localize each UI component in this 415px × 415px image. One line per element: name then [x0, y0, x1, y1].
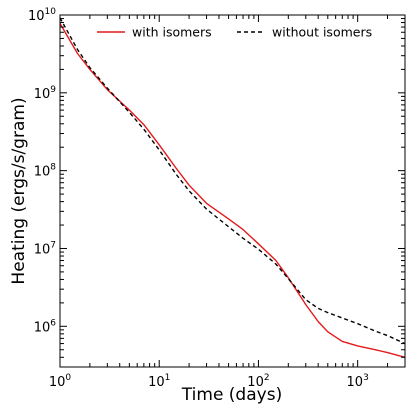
- x-axis-title: Time (days): [181, 385, 282, 405]
- x-tick-label: 100: [49, 373, 72, 390]
- y-tick-label: 106: [34, 318, 57, 335]
- y-tick-label: 109: [34, 85, 57, 102]
- y-tick-label: 108: [34, 163, 57, 180]
- ticks-layer: [59, 14, 406, 368]
- labels-layer: 100 101 102 103 106 107 108 109 1010: [28, 7, 369, 390]
- legend: with isomers without isomers: [97, 25, 372, 40]
- legend-label-with-isomers: with isomers: [132, 25, 212, 40]
- plot-frame: [59, 14, 406, 368]
- y-tick-label: 107: [34, 240, 56, 257]
- lines-layer: [59, 17, 406, 358]
- x-tick-label: 102: [247, 373, 269, 390]
- legend-label-without-isomers: without isomers: [272, 25, 372, 40]
- x-tick-label: 103: [347, 373, 369, 390]
- series-line-without-isomers: [59, 17, 406, 345]
- y-tick-label: 1010: [28, 7, 56, 24]
- y-axis-title: Heating (ergs/s/gram): [9, 97, 29, 284]
- series-line-with-isomers: [59, 23, 406, 358]
- x-tick-label: 101: [148, 373, 170, 390]
